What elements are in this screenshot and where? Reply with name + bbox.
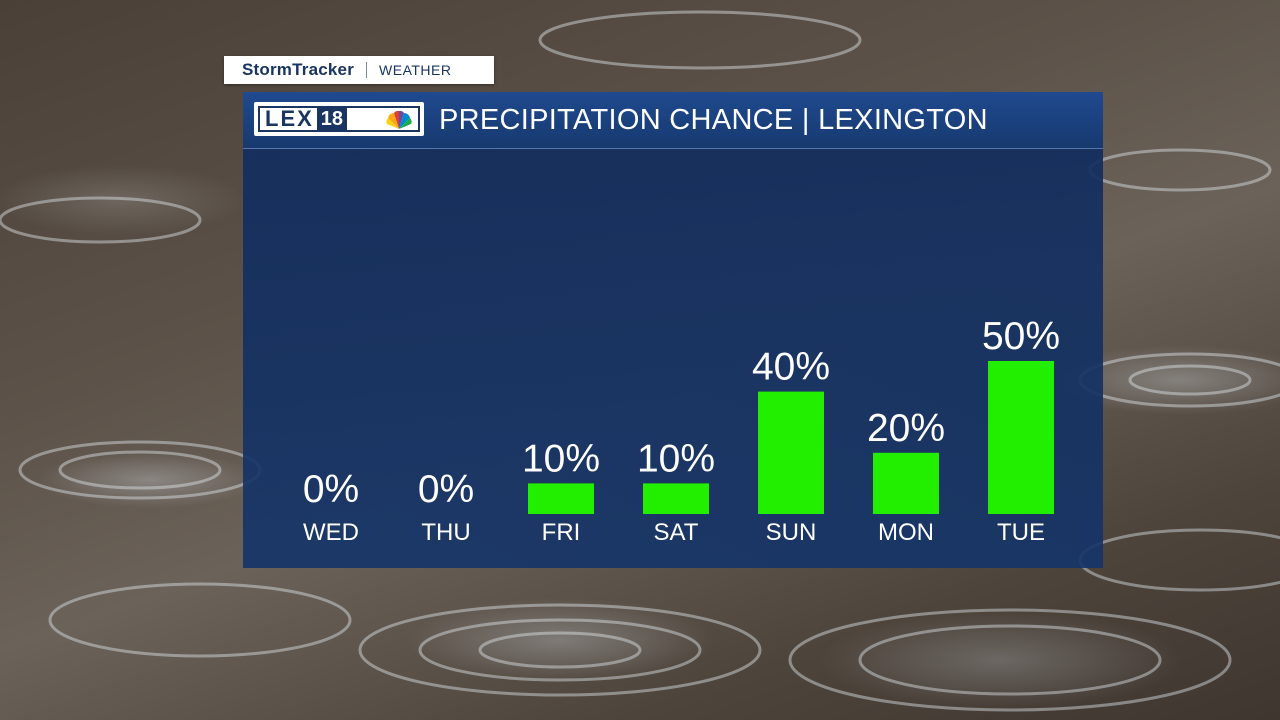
value-label-thu: 0%: [418, 468, 474, 511]
chart-title: PRECIPITATION CHANCE | LEXINGTON: [439, 104, 988, 136]
bar-mon: [873, 452, 939, 514]
value-label-mon: 20%: [867, 407, 945, 450]
day-label-thu: THU: [421, 519, 470, 546]
logo-text: LEX: [265, 106, 314, 131]
value-label-wed: 0%: [303, 468, 359, 511]
stormtracker-weather-tag: StormTracker WEATHER: [224, 56, 494, 84]
panel-header: LEX 18 PRECIPITATION CHANCE | LEXINGTON: [243, 92, 1103, 149]
logo-number: 18: [316, 108, 348, 130]
value-label-sat: 10%: [637, 437, 715, 480]
day-label-fri: FRI: [542, 519, 581, 546]
value-label-tue: 50%: [982, 315, 1060, 358]
day-label-sat: SAT: [654, 519, 699, 546]
peacock-icon: [386, 110, 412, 129]
bar-tue: [988, 361, 1054, 514]
stormtracker-brand: StormTracker: [242, 60, 355, 79]
weather-section-label: WEATHER: [379, 62, 452, 78]
day-label-wed: WED: [303, 519, 359, 546]
lex18-logo: LEX 18: [254, 102, 424, 136]
day-label-tue: TUE: [997, 519, 1045, 546]
bar-sat: [643, 483, 709, 514]
value-label-sun: 40%: [752, 346, 830, 389]
day-label-mon: MON: [878, 519, 934, 546]
bar-sun: [758, 391, 824, 514]
tag-divider: [366, 62, 368, 78]
day-label-sun: SUN: [766, 519, 817, 546]
value-label-fri: 10%: [522, 437, 600, 480]
bar-fri: [528, 483, 594, 514]
precipitation-bar-chart: 0% WED 0% THU 10% FRI 10% SAT 40% SUN 20% MON 50% TUE: [303, 315, 1060, 546]
